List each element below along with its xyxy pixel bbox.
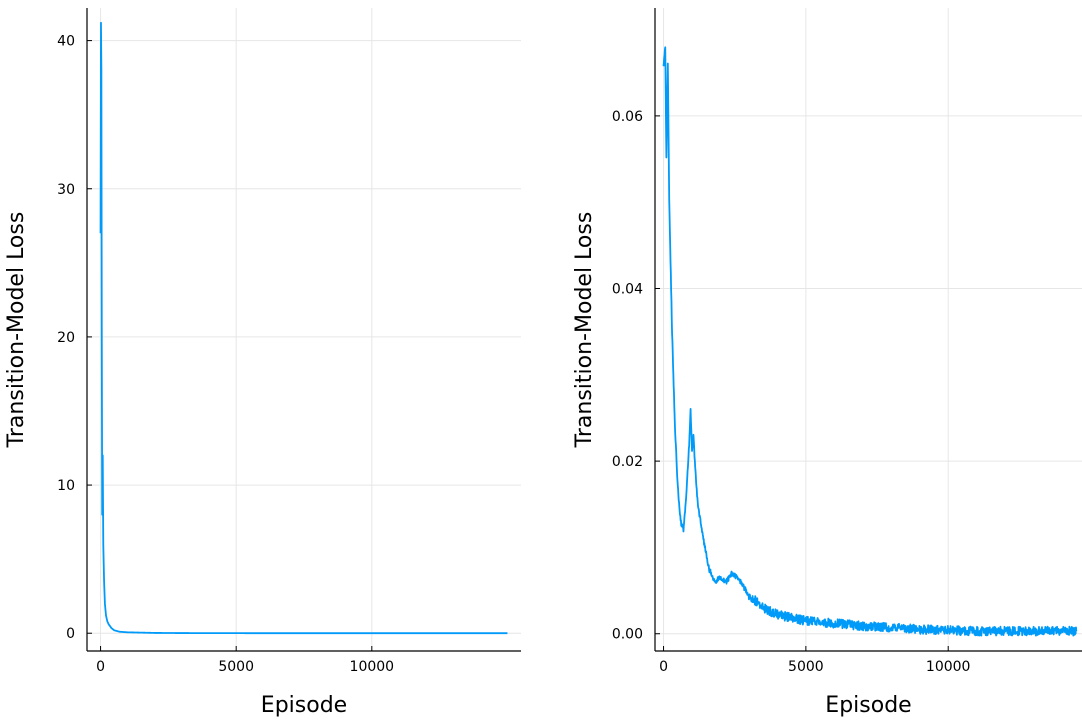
right-x-axis-title: Episode bbox=[825, 693, 911, 718]
right-loss-series-line bbox=[662, 46, 1078, 637]
right-y-tick-label: 0.00 bbox=[612, 627, 643, 643]
left-y-tick-label: 20 bbox=[57, 330, 75, 346]
left-y-tick-label: 0 bbox=[66, 626, 75, 642]
right-y-axis-title: Transition-Model Loss bbox=[572, 212, 597, 449]
right-x-tick-label: 5000 bbox=[788, 659, 824, 675]
right-loss-chart: 0 5000 10000 0.00 0.02 0.04 0.06 Episode Transit… bbox=[572, 8, 1082, 718]
right-x-tick-label: 10000 bbox=[926, 659, 971, 675]
left-loss-chart: 0 5000 10000 0 10 20 30 40 Episode Transition-Mod… bbox=[4, 8, 521, 718]
left-x-tick-label: 0 bbox=[96, 659, 105, 675]
left-y-tick-label: 30 bbox=[57, 182, 75, 198]
right-y-tick-label: 0.02 bbox=[612, 454, 643, 470]
right-y-tick-label: 0.06 bbox=[612, 109, 643, 125]
right-x-tick-label: 0 bbox=[659, 659, 668, 675]
left-y-tick-label: 40 bbox=[57, 34, 75, 50]
left-y-axis-title: Transition-Model Loss bbox=[4, 212, 29, 449]
left-x-axis-title: Episode bbox=[261, 693, 347, 718]
right-y-tick-label: 0.04 bbox=[612, 282, 643, 298]
left-loss-series-line bbox=[99, 21, 509, 635]
left-x-tick-label: 5000 bbox=[218, 659, 254, 675]
left-x-tick-label: 10000 bbox=[350, 659, 395, 675]
left-y-tick-label: 10 bbox=[57, 478, 75, 494]
